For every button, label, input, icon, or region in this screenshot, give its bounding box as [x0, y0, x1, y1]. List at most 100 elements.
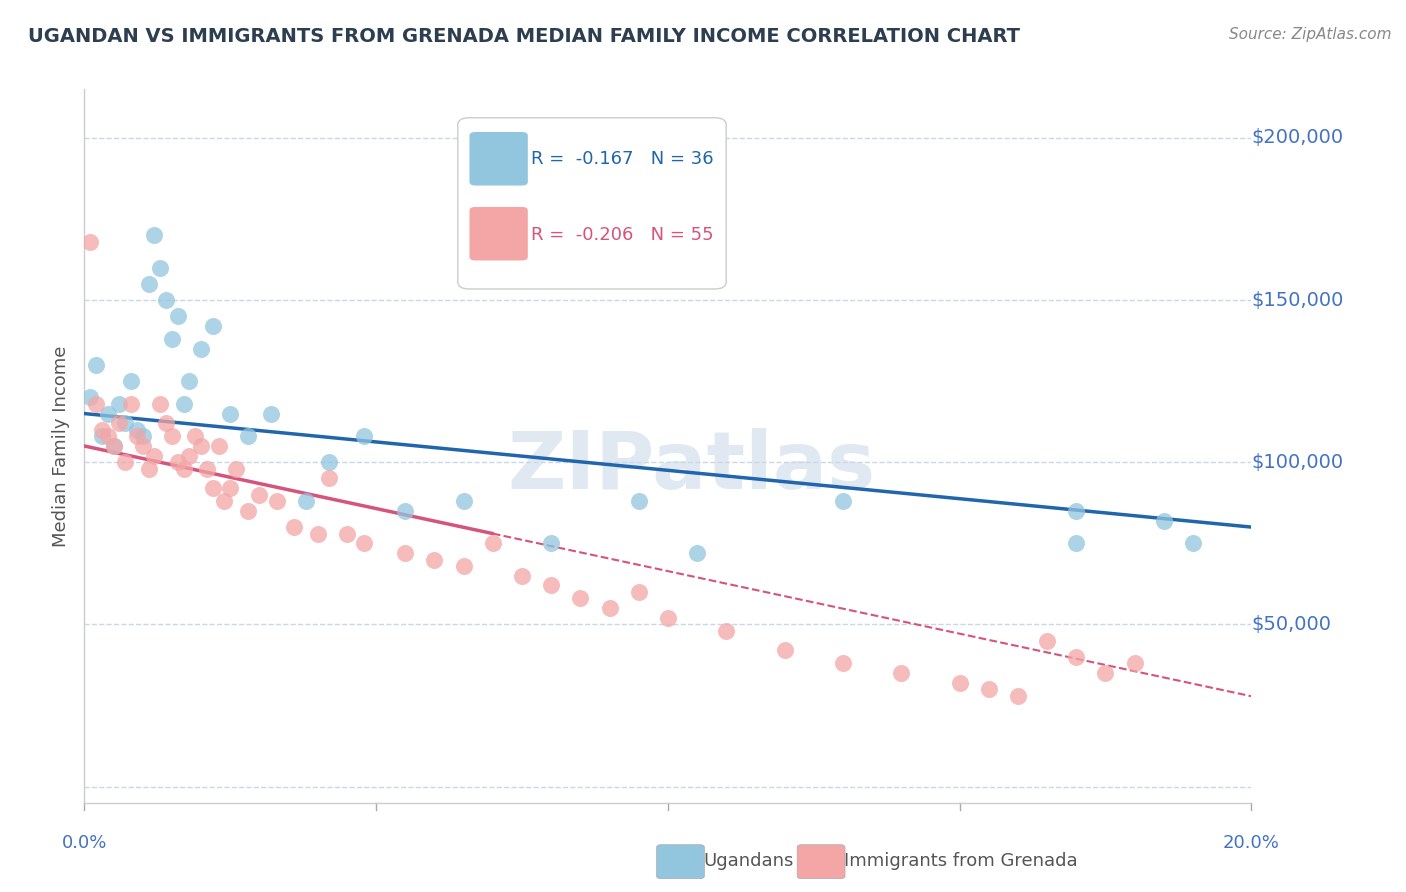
Point	[295, 494, 318, 508]
Text: R =  -0.167   N = 36: R = -0.167 N = 36	[531, 150, 714, 168]
Point	[207, 439, 229, 453]
Point	[225, 461, 247, 475]
Text: ZIPatlas: ZIPatlas	[508, 428, 876, 507]
Point	[977, 682, 1000, 697]
Point	[599, 601, 621, 615]
Point	[394, 546, 416, 560]
Point	[627, 585, 650, 599]
Point	[90, 423, 112, 437]
Text: R =  -0.206   N = 55: R = -0.206 N = 55	[531, 227, 714, 244]
Point	[120, 374, 142, 388]
Point	[166, 310, 188, 324]
Point	[160, 332, 183, 346]
Point	[143, 228, 166, 243]
Point	[108, 417, 131, 431]
Point	[97, 429, 120, 443]
Text: $50,000: $50,000	[1251, 615, 1331, 634]
Text: UGANDAN VS IMMIGRANTS FROM GRENADA MEDIAN FAMILY INCOME CORRELATION CHART: UGANDAN VS IMMIGRANTS FROM GRENADA MEDIA…	[28, 27, 1021, 45]
Point	[236, 504, 259, 518]
FancyBboxPatch shape	[470, 132, 527, 186]
Point	[247, 488, 270, 502]
Point	[79, 390, 101, 404]
Point	[166, 455, 188, 469]
Point	[219, 407, 242, 421]
Point	[1181, 536, 1204, 550]
Point	[103, 439, 125, 453]
Text: $150,000: $150,000	[1251, 291, 1344, 310]
Point	[179, 374, 201, 388]
Point	[283, 520, 305, 534]
Point	[948, 675, 970, 690]
Point	[1007, 689, 1029, 703]
Point	[318, 455, 340, 469]
Point	[214, 494, 236, 508]
Point	[149, 397, 172, 411]
Text: Ugandans: Ugandans	[703, 852, 793, 870]
Point	[79, 235, 101, 249]
Point	[84, 397, 107, 411]
Point	[773, 643, 796, 657]
Point	[84, 358, 107, 372]
Text: Source: ZipAtlas.com: Source: ZipAtlas.com	[1229, 27, 1392, 42]
Text: 0.0%: 0.0%	[62, 834, 107, 852]
Point	[143, 449, 166, 463]
Point	[1066, 504, 1088, 518]
Point	[90, 429, 112, 443]
Point	[108, 397, 131, 411]
Point	[307, 526, 329, 541]
Point	[179, 449, 201, 463]
Point	[353, 429, 375, 443]
Point	[627, 494, 650, 508]
Point	[394, 504, 416, 518]
Point	[714, 624, 737, 638]
Point	[201, 318, 224, 333]
Point	[890, 666, 912, 681]
Point	[266, 494, 288, 508]
Point	[97, 407, 120, 421]
Point	[138, 461, 160, 475]
Point	[1036, 633, 1059, 648]
Point	[190, 439, 212, 453]
Point	[1066, 536, 1088, 550]
Point	[125, 429, 148, 443]
Point	[190, 342, 212, 356]
FancyBboxPatch shape	[470, 207, 527, 260]
Point	[132, 439, 155, 453]
Point	[125, 423, 148, 437]
Text: $100,000: $100,000	[1251, 453, 1344, 472]
Point	[686, 546, 709, 560]
Text: Immigrants from Grenada: Immigrants from Grenada	[844, 852, 1077, 870]
Point	[149, 260, 172, 275]
Point	[1094, 666, 1116, 681]
Point	[184, 429, 207, 443]
Point	[201, 481, 224, 495]
Point	[114, 455, 136, 469]
Point	[155, 417, 177, 431]
Point	[260, 407, 283, 421]
Point	[173, 461, 195, 475]
Point	[540, 578, 562, 592]
Point	[1153, 514, 1175, 528]
Text: $200,000: $200,000	[1251, 128, 1344, 147]
Point	[195, 461, 218, 475]
Point	[155, 293, 177, 307]
Point	[138, 277, 160, 291]
Point	[132, 429, 155, 443]
Point	[103, 439, 125, 453]
FancyBboxPatch shape	[458, 118, 727, 289]
Point	[453, 494, 475, 508]
Point	[1123, 657, 1146, 671]
Point	[173, 397, 195, 411]
Point	[832, 494, 855, 508]
Point	[120, 397, 142, 411]
Point	[1066, 649, 1088, 664]
Point	[114, 417, 136, 431]
Point	[318, 471, 340, 485]
Point	[423, 552, 446, 566]
Point	[481, 536, 505, 550]
Point	[353, 536, 375, 550]
Point	[657, 611, 679, 625]
Point	[219, 481, 242, 495]
Point	[236, 429, 259, 443]
Point	[540, 536, 562, 550]
